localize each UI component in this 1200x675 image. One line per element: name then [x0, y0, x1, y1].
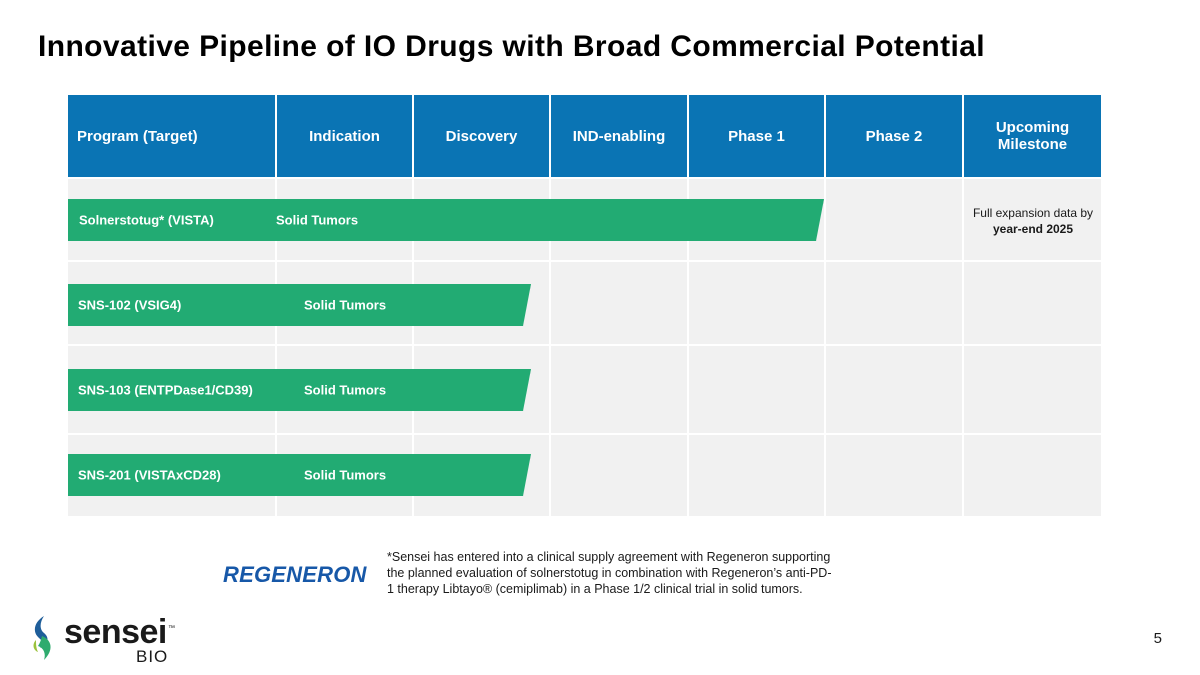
program-name: SNS-102 (VSIG4)	[78, 297, 182, 313]
table-cell	[826, 435, 962, 516]
table-cell	[551, 262, 687, 344]
program-name: SNS-103 (ENTPDase1/CD39)	[78, 382, 253, 398]
milestone-date: year-end 2025	[992, 222, 1074, 236]
table-cell	[689, 262, 824, 344]
program-bar-sns-102: SNS-102 (VSIG4) Solid Tumors	[68, 284, 531, 326]
table-cell	[826, 262, 962, 344]
table-cell	[964, 346, 1101, 433]
header-program: Program (Target)	[68, 95, 275, 177]
table-cell	[551, 435, 687, 516]
table-cell	[964, 179, 1101, 260]
slide-title: Innovative Pipeline of IO Drugs with Bro…	[38, 30, 986, 63]
table-cell	[826, 179, 962, 260]
header-phase-1: Phase 1	[689, 95, 824, 177]
program-bar-solnerstotug: Solnerstotug* (VISTA) Solid Tumors	[68, 199, 824, 241]
table-cell	[551, 346, 687, 433]
program-indication: Solid Tumors	[304, 297, 387, 313]
header-indication: Indication	[277, 95, 412, 177]
table-cell	[689, 435, 824, 516]
header-ind-enabling: IND-enabling	[551, 95, 687, 177]
regeneron-logo: REGENERON	[223, 562, 367, 587]
program-bar-sns-103: SNS-103 (ENTPDase1/CD39) Solid Tumors	[68, 369, 531, 411]
header-discovery: Discovery	[414, 95, 549, 177]
logo-trademark: ™	[168, 625, 175, 632]
table-cell	[826, 346, 962, 433]
program-indication: Solid Tumors	[304, 382, 387, 398]
milestone-text: Full expansion data by year-end 2025	[965, 205, 1101, 237]
sensei-leaf-icon	[33, 616, 51, 660]
footnote: *Sensei has entered into a clinical supp…	[387, 550, 832, 596]
table-cell	[964, 262, 1101, 344]
program-indication: Solid Tumors	[304, 467, 387, 483]
table-cell	[964, 435, 1101, 516]
table-cell	[689, 346, 824, 433]
logo-bio: BIO	[136, 647, 169, 666]
page-number: 5	[1153, 630, 1162, 647]
program-bar-sns-201: SNS-201 (VISTAxCD28) Solid Tumors	[68, 454, 531, 496]
program-name: Solnerstotug* (VISTA)	[79, 212, 214, 228]
header-phase-2: Phase 2	[826, 95, 962, 177]
milestone-prefix: Full expansion data by	[972, 206, 1094, 220]
header-upcoming-milestone: Upcoming Milestone	[964, 95, 1101, 177]
sensei-bio-logo: sensei ™ BIO	[30, 612, 190, 666]
logo-wordmark: sensei	[64, 613, 167, 651]
program-indication: Solid Tumors	[276, 212, 359, 228]
program-name: SNS-201 (VISTAxCD28)	[78, 467, 221, 483]
